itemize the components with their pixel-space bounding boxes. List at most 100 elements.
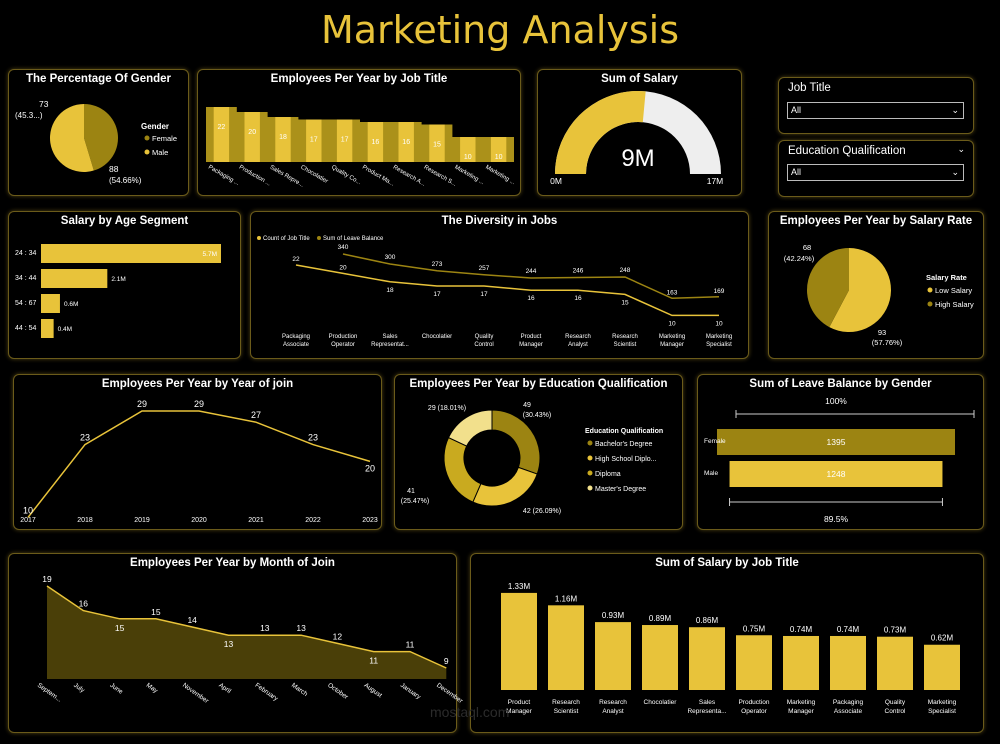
data-label: 29 xyxy=(137,399,147,409)
education-title: Employees Per Year by Education Qualific… xyxy=(409,378,668,390)
tick-label: Representa... xyxy=(687,708,726,715)
gender-pie-chart[interactable]: 73 (45.3...) 88 (54.66%) Gender Female Male xyxy=(9,70,188,195)
sum-salary-gauge[interactable]: 9M 0M 17M xyxy=(538,70,741,195)
chevron-down-icon[interactable]: ⌄ xyxy=(957,144,965,154)
tick-label: Packaging xyxy=(833,699,864,706)
month-join-title: Employees Per Year by Month of Join xyxy=(130,557,335,569)
tick-label: Marketing ... xyxy=(484,165,516,187)
tick-label: Analyst xyxy=(602,708,624,715)
education-card[interactable]: Employees Per Year by Education Qualific… xyxy=(394,374,683,530)
data-label: 12 xyxy=(333,631,343,641)
data-label: 17 xyxy=(433,291,441,298)
tick-label: Associate xyxy=(834,708,863,715)
bar xyxy=(736,635,772,690)
legend-label: Male xyxy=(152,148,168,157)
data-label: 1248 xyxy=(827,469,846,479)
data-label: 0.74M xyxy=(837,625,860,634)
data-label: 17 xyxy=(341,137,349,144)
job-title-slicer[interactable]: Job Title All ⌄ xyxy=(778,77,974,134)
emp-job-card[interactable]: Employees Per Year by Job Title 22 Packag… xyxy=(197,69,521,196)
data-label: 0.89M xyxy=(649,614,672,623)
legend-label: Count of Job Title xyxy=(263,236,310,242)
pct-label-top: 100% xyxy=(825,396,847,406)
tick-label: Research xyxy=(612,334,638,340)
tick-label: January xyxy=(399,682,423,701)
tick-label: Chocolatier xyxy=(644,699,678,706)
bar xyxy=(877,636,913,690)
sum-salary-card[interactable]: Sum of Salary 9M 0M 17M xyxy=(537,69,742,196)
leave-gender-card[interactable]: Sum of Leave Balance by Gender 100% 1395 F… xyxy=(697,374,984,530)
bar xyxy=(398,122,414,162)
month-join-chart[interactable]: 19 Septem... 16 July 15 June 15 May 14 November 13… xyxy=(9,554,465,732)
bar xyxy=(729,461,943,487)
tick-label: Research A... xyxy=(392,165,426,188)
series-line-leave xyxy=(342,253,720,300)
pie-slice-low-salary xyxy=(829,248,891,332)
gauge-max-label: 17M xyxy=(707,176,724,186)
bar xyxy=(830,635,866,690)
year-join-card[interactable]: Employees Per Year by Year of join 10 201… xyxy=(13,374,382,530)
legend-marker xyxy=(144,135,150,141)
tick-label: Quality xyxy=(475,334,494,340)
salary-rate-card[interactable]: Employees Per Year by Salary Rate 68 (42.… xyxy=(768,211,984,359)
donut-slice xyxy=(491,409,541,475)
tick-label: Male xyxy=(704,470,718,477)
tick-label: Packaging ... xyxy=(207,165,240,188)
tick-label: Manager xyxy=(660,342,684,348)
data-label: 257 xyxy=(479,265,490,272)
legend-label: High School Diplo... xyxy=(595,456,657,463)
tick-label: 2023 xyxy=(362,517,378,524)
bar xyxy=(275,117,291,162)
data-label: 14 xyxy=(187,615,197,625)
data-label: 16 xyxy=(79,599,89,609)
tick-label: Quality Co... xyxy=(330,165,362,187)
age-segment-chart[interactable]: 24 : 34 5.7M 34 : 44 2.1M 54 : 67 0.6M 44 : 54… xyxy=(9,212,240,358)
education-slicer[interactable]: Education Qualification ⌄ All ⌄ xyxy=(778,140,974,197)
age-segment-card[interactable]: Salary by Age Segment 24 : 34 5.7M 34 : 44… xyxy=(8,211,241,359)
month-join-card[interactable]: Employees Per Year by Month of Join 19 Se… xyxy=(8,553,465,733)
data-label: 88 xyxy=(109,164,119,174)
bar xyxy=(924,644,960,690)
data-label: 20 xyxy=(365,463,375,473)
tick-label: March xyxy=(290,682,309,698)
diversity-card[interactable]: The Diversity in Jobs 22 20 18 17 17 16 16 15 10… xyxy=(250,211,749,359)
legend-label: Low Salary xyxy=(935,286,972,295)
salary-rate-pie-chart[interactable]: 68 (42.24%) 93(57.76%) Salary Rate Low Salar… xyxy=(769,212,983,358)
year-join-chart[interactable]: 10 2017 23 2018 29 2019 29 2020 27 2021 23 2022 20 20… xyxy=(14,375,381,529)
tick-label: Product xyxy=(508,699,531,706)
job-title-slicer-label: Job Title xyxy=(788,82,831,94)
education-donut-chart[interactable]: 49 (30.43%) 42 (26.09%) 41 (25.47%) 29 (18.01… xyxy=(395,375,682,529)
tick-label: 54 : 67 xyxy=(15,300,37,307)
bar xyxy=(41,269,108,288)
data-label: 169 xyxy=(714,288,725,295)
tick-label: Manager xyxy=(506,708,532,715)
data-label: 163 xyxy=(667,289,678,296)
education-slicer-label: Education Qualification xyxy=(788,145,906,157)
tick-label: Sales xyxy=(699,699,716,706)
education-dropdown[interactable]: All ⌄ xyxy=(787,164,964,181)
salary-job-chart[interactable]: 1.33M Product Manager 1.16M Research Scientis… xyxy=(471,554,983,732)
tick-label: Research S... xyxy=(423,165,458,189)
area-fill xyxy=(47,586,447,679)
tick-label: 2022 xyxy=(305,517,321,524)
bar xyxy=(41,244,221,263)
tick-label: Specialist xyxy=(928,708,956,715)
tick-label: Quality xyxy=(885,699,906,706)
job-title-dropdown[interactable]: All ⌄ xyxy=(787,102,964,119)
data-label: (25.47%) xyxy=(401,498,429,505)
data-label: 41 xyxy=(407,488,415,495)
leave-gender-chart[interactable]: 100% 1395 Female 1248 Male 89.5% xyxy=(698,375,983,529)
legend-title: Salary Rate xyxy=(926,273,967,282)
tick-label: Research xyxy=(552,699,580,706)
gender-card[interactable]: The Percentage Of Gender 73 (45.3...) 88 (5… xyxy=(8,69,189,196)
data-label: 248 xyxy=(620,267,631,274)
salary-job-card[interactable]: Sum of Salary by Job Title 1.33M Product M… xyxy=(470,553,984,733)
data-label: 68 xyxy=(803,243,811,252)
tick-label: Representat... xyxy=(371,342,409,348)
tick-label: February xyxy=(254,682,280,703)
bar xyxy=(501,592,537,690)
page-title: Marketing Analysis xyxy=(320,8,680,52)
diversity-chart[interactable]: 22 20 18 17 17 16 16 15 10 10 340 300 273 257 244 246 24… xyxy=(251,212,748,358)
legend-marker xyxy=(587,455,593,461)
